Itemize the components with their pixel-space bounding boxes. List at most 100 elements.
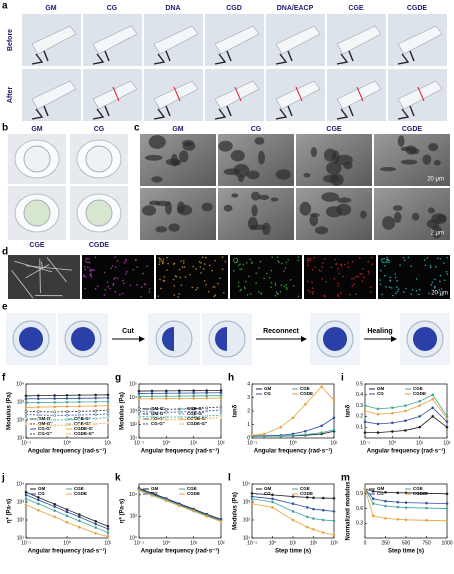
data-point xyxy=(219,391,223,395)
data-point xyxy=(404,409,407,413)
signal xyxy=(140,286,143,288)
signal xyxy=(239,290,241,292)
data-point xyxy=(150,407,154,411)
data-point xyxy=(65,400,69,404)
legend-label: GM xyxy=(377,486,385,491)
signal xyxy=(89,268,91,271)
signal xyxy=(245,281,247,283)
data-point xyxy=(24,417,28,420)
data-point xyxy=(376,422,380,426)
data-point xyxy=(305,496,309,499)
signal xyxy=(158,257,160,259)
data-point xyxy=(24,406,28,409)
y-tick-label: 0 xyxy=(247,435,250,441)
eds-map xyxy=(82,255,154,299)
y-tick-label: 10³ xyxy=(17,499,25,505)
signal xyxy=(90,276,93,278)
signal xyxy=(270,281,273,284)
tube xyxy=(153,80,199,110)
signal xyxy=(251,262,253,265)
x-axis-label: Angular frequency (rad·s⁻¹) xyxy=(28,448,107,455)
clip xyxy=(92,50,110,65)
signal xyxy=(136,283,138,286)
signal xyxy=(415,278,418,280)
data-point xyxy=(77,525,81,529)
data-point xyxy=(178,418,181,421)
data-point xyxy=(396,500,400,504)
y-tick-label: 10⁴ xyxy=(129,395,137,401)
y-tick-label: 10¹ xyxy=(130,435,138,441)
x-tick-label: 1000 xyxy=(441,540,452,546)
signal xyxy=(429,264,432,267)
sample-label: CGDE xyxy=(89,242,110,249)
data-point xyxy=(137,417,141,421)
signal xyxy=(158,263,161,266)
data-point xyxy=(332,416,336,420)
signal xyxy=(258,267,260,269)
gel xyxy=(19,327,43,351)
data-point xyxy=(376,412,380,416)
data-point xyxy=(363,431,367,434)
signal xyxy=(221,256,224,258)
signal xyxy=(121,292,124,295)
signal xyxy=(438,289,441,291)
signal xyxy=(89,274,92,276)
scale-bar: 20 μm xyxy=(427,177,444,183)
pore xyxy=(223,168,241,176)
data-point xyxy=(192,394,196,398)
signal xyxy=(434,265,437,268)
signal xyxy=(119,293,121,296)
x-tick-label: 10² xyxy=(217,540,225,546)
data-point xyxy=(363,404,367,407)
data-point xyxy=(418,404,422,407)
signal xyxy=(396,290,399,293)
y-tick-label: 10⁴ xyxy=(242,481,250,487)
signal xyxy=(411,288,414,291)
panel-label: m xyxy=(341,473,350,484)
signal xyxy=(430,284,433,286)
data-point xyxy=(279,434,283,438)
y-tick-label: 4 xyxy=(247,381,250,387)
signal xyxy=(161,262,164,265)
x-tick-label: 500 xyxy=(402,540,411,546)
pore xyxy=(360,210,367,219)
signal xyxy=(195,268,197,270)
signal xyxy=(182,262,185,264)
pore xyxy=(400,146,412,152)
signal xyxy=(434,285,436,288)
signal xyxy=(232,269,235,272)
tube xyxy=(397,25,443,55)
eds-map xyxy=(156,255,228,299)
data-point xyxy=(250,492,254,495)
signal xyxy=(440,288,443,290)
legend-label: CG-G' xyxy=(38,426,51,431)
legend-label: CG xyxy=(38,491,45,496)
legend-label: GM xyxy=(151,486,159,491)
legend-label: CGE xyxy=(187,486,197,491)
signal xyxy=(192,265,195,268)
x-tick-label: 250 xyxy=(381,540,390,546)
seam xyxy=(356,86,364,102)
y-tick-label: 0.6 xyxy=(356,506,363,512)
signal xyxy=(392,294,394,297)
clip xyxy=(336,50,354,65)
signal xyxy=(355,275,357,278)
data-point xyxy=(150,391,154,395)
signal xyxy=(311,287,314,289)
signal xyxy=(281,262,283,265)
column-header: CGD xyxy=(226,5,242,12)
signal xyxy=(280,284,283,287)
y-tick-label: 3 xyxy=(247,395,250,401)
pore xyxy=(409,148,420,155)
data-point xyxy=(36,496,40,499)
signal xyxy=(89,270,91,272)
step-label: Healing xyxy=(367,328,392,335)
data-point xyxy=(192,391,196,395)
data-point xyxy=(332,533,336,537)
signal xyxy=(205,256,207,259)
data-point xyxy=(36,394,40,398)
x-tick-label: 10⁰ xyxy=(389,440,397,446)
legend-label: GM-G'' xyxy=(151,411,165,416)
y-tick-label: 0.5 xyxy=(356,381,363,387)
data-point xyxy=(137,392,141,395)
